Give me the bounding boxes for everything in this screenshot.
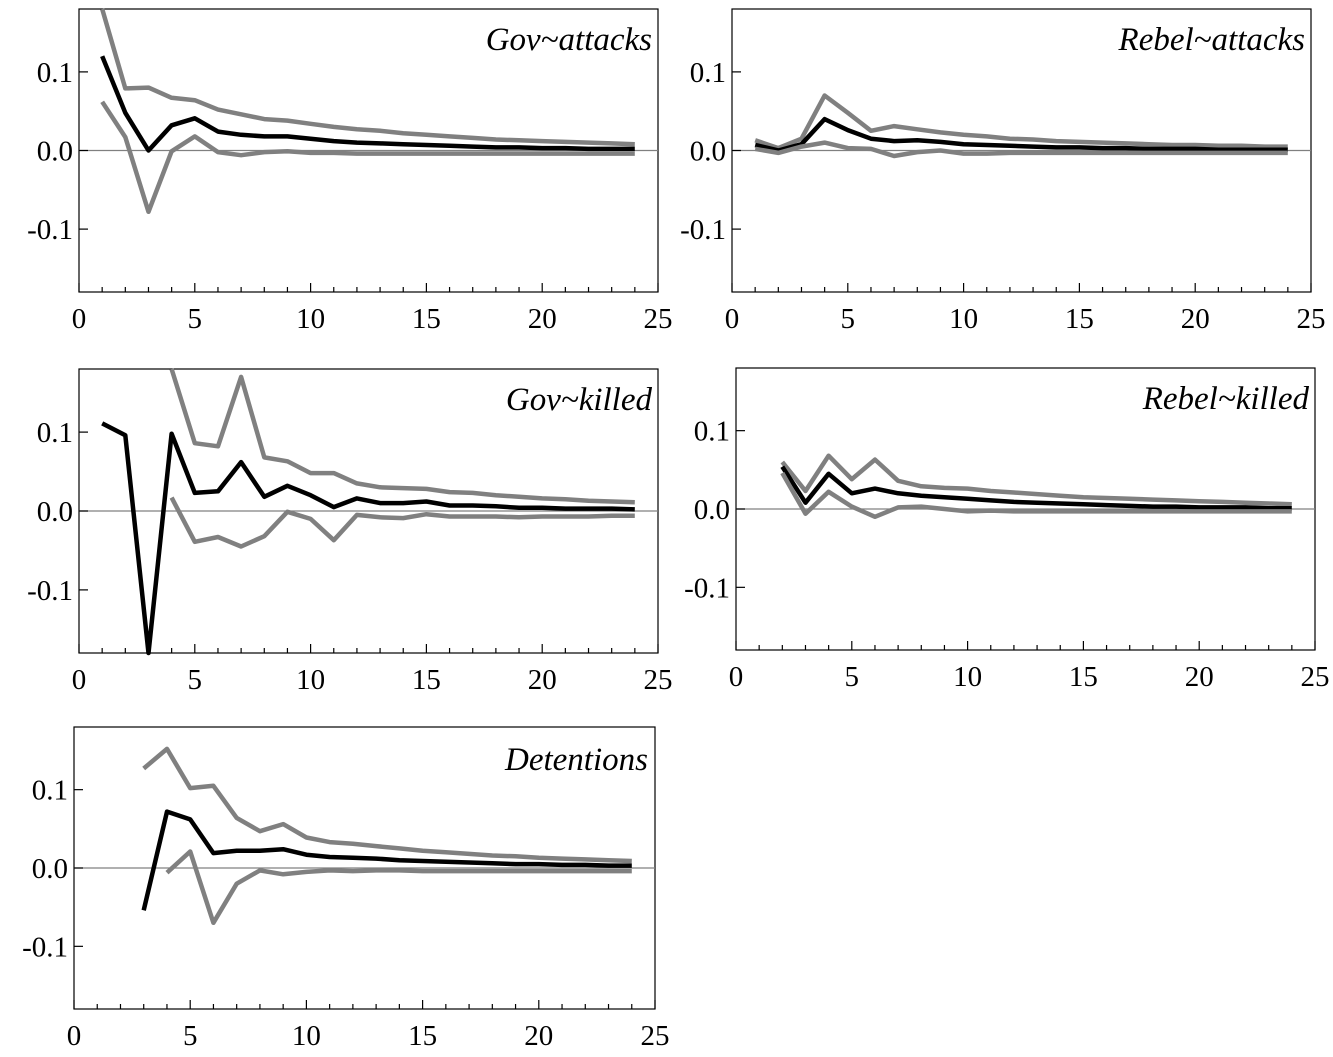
point-estimate-line bbox=[100, 55, 635, 153]
y-tick-label: -0.1 bbox=[680, 214, 726, 246]
panel-title: Detentions bbox=[504, 742, 648, 778]
point-estimate-line bbox=[141, 809, 632, 911]
upper-band-line bbox=[169, 368, 635, 505]
series-lines bbox=[141, 746, 632, 926]
y-axis-tick-labels: 0.1 0.0 -0.1 bbox=[680, 57, 726, 246]
panel-title: Gov~killed bbox=[506, 382, 653, 418]
panel-rebel-attacks: 0.1 0.0 -0.1 0 5 10 15 20 25 Rebel~attacks bbox=[680, 8, 1326, 335]
x-tick-label: 25 bbox=[644, 664, 673, 696]
axis-ticks bbox=[78, 431, 659, 653]
upper-band-line bbox=[142, 746, 632, 864]
point-estimate-line bbox=[780, 465, 1292, 511]
x-tick-label: 10 bbox=[296, 303, 325, 335]
point-estimate-line bbox=[754, 116, 1288, 153]
lower-band-line bbox=[169, 496, 635, 549]
y-tick-label: 0.0 bbox=[32, 853, 68, 885]
series-lines bbox=[101, 368, 635, 656]
x-tick-label: 15 bbox=[1065, 303, 1094, 335]
x-tick-label: 25 bbox=[1301, 661, 1330, 693]
series-lines bbox=[780, 453, 1292, 520]
x-tick-label: 25 bbox=[1297, 303, 1326, 335]
x-tick-label: 10 bbox=[949, 303, 978, 335]
y-tick-label: -0.1 bbox=[27, 575, 73, 607]
y-tick-label: 0.0 bbox=[690, 136, 726, 168]
x-tick-label: 0 bbox=[72, 303, 87, 335]
y-tick-label: 0.1 bbox=[37, 417, 73, 449]
upper-band-line bbox=[754, 93, 1288, 151]
y-tick-label: 0.1 bbox=[694, 416, 730, 448]
y-tick-label: 0.0 bbox=[37, 136, 73, 168]
x-tick-label: 5 bbox=[845, 661, 860, 693]
y-tick-label: -0.1 bbox=[22, 931, 68, 963]
point-estimate-line bbox=[101, 421, 635, 656]
lower-band-line bbox=[780, 471, 1292, 520]
x-tick-label: 25 bbox=[641, 1020, 670, 1052]
axis-ticks bbox=[731, 71, 1312, 292]
axis-ticks bbox=[735, 430, 1316, 650]
x-axis-tick-labels: 0 5 10 15 20 25 bbox=[729, 661, 1330, 693]
y-axis-tick-labels: 0.1 0.0 -0.1 bbox=[22, 775, 68, 964]
x-tick-label: 25 bbox=[644, 303, 673, 335]
x-tick-label: 20 bbox=[524, 1020, 553, 1052]
x-tick-label: 15 bbox=[412, 664, 441, 696]
x-tick-label: 20 bbox=[528, 303, 557, 335]
panel-title: Rebel~killed bbox=[1142, 381, 1310, 417]
x-tick-label: 0 bbox=[729, 661, 744, 693]
panel-gov-killed: 0.1 0.0 -0.1 0 5 10 15 20 25 Gov~killed bbox=[27, 368, 673, 696]
y-tick-label: 0.1 bbox=[32, 775, 68, 807]
lower-band-line bbox=[754, 140, 1288, 159]
x-tick-label: 5 bbox=[188, 303, 203, 335]
x-tick-label: 20 bbox=[1181, 303, 1210, 335]
x-axis-tick-labels: 0 5 10 15 20 25 bbox=[67, 1020, 670, 1052]
y-tick-label: -0.1 bbox=[27, 214, 73, 246]
x-tick-label: 15 bbox=[412, 303, 441, 335]
y-axis-tick-labels: 0.1 0.0 -0.1 bbox=[27, 57, 73, 246]
series-lines bbox=[754, 93, 1288, 159]
upper-band-line bbox=[780, 453, 1292, 507]
axis-ticks bbox=[73, 789, 656, 1009]
panel-detentions: 0.1 0.0 -0.1 0 5 10 15 20 25 Detentions bbox=[22, 726, 670, 1052]
x-tick-label: 20 bbox=[1185, 661, 1214, 693]
panel-rebel-killed: 0.1 0.0 -0.1 0 5 10 15 20 25 Rebel~killed bbox=[684, 367, 1330, 693]
x-tick-label: 15 bbox=[408, 1020, 437, 1052]
x-tick-label: 0 bbox=[725, 303, 740, 335]
y-axis-tick-labels: 0.1 0.0 -0.1 bbox=[27, 417, 73, 607]
x-tick-label: 10 bbox=[953, 661, 982, 693]
lower-band-line bbox=[165, 849, 632, 926]
panel-gov-attacks: 0.1 0.0 -0.1 0 5 10 15 20 25 Gov~attacks bbox=[27, 8, 673, 335]
x-tick-label: 5 bbox=[188, 664, 203, 696]
panel-title: Rebel~attacks bbox=[1118, 22, 1305, 58]
axis-ticks bbox=[78, 71, 659, 292]
x-axis-tick-labels: 0 5 10 15 20 25 bbox=[725, 303, 1326, 335]
y-tick-label: 0.1 bbox=[37, 57, 73, 89]
y-tick-label: 0.0 bbox=[694, 494, 730, 526]
x-tick-label: 5 bbox=[841, 303, 856, 335]
x-tick-label: 0 bbox=[72, 664, 87, 696]
x-tick-label: 20 bbox=[528, 664, 557, 696]
upper-band-line bbox=[100, 8, 635, 147]
x-tick-label: 10 bbox=[296, 664, 325, 696]
x-tick-label: 10 bbox=[292, 1020, 321, 1052]
lower-band-line bbox=[100, 100, 635, 215]
panel-title: Gov~attacks bbox=[486, 22, 652, 58]
y-tick-label: 0.0 bbox=[37, 496, 73, 528]
y-tick-label: -0.1 bbox=[684, 572, 730, 604]
series-lines bbox=[100, 8, 635, 215]
y-tick-label: 0.1 bbox=[690, 57, 726, 89]
x-axis-tick-labels: 0 5 10 15 20 25 bbox=[72, 664, 673, 696]
x-tick-label: 15 bbox=[1069, 661, 1098, 693]
y-axis-tick-labels: 0.1 0.0 -0.1 bbox=[684, 416, 730, 605]
x-axis-tick-labels: 0 5 10 15 20 25 bbox=[72, 303, 673, 335]
x-tick-label: 5 bbox=[183, 1020, 198, 1052]
x-tick-label: 0 bbox=[67, 1020, 82, 1052]
